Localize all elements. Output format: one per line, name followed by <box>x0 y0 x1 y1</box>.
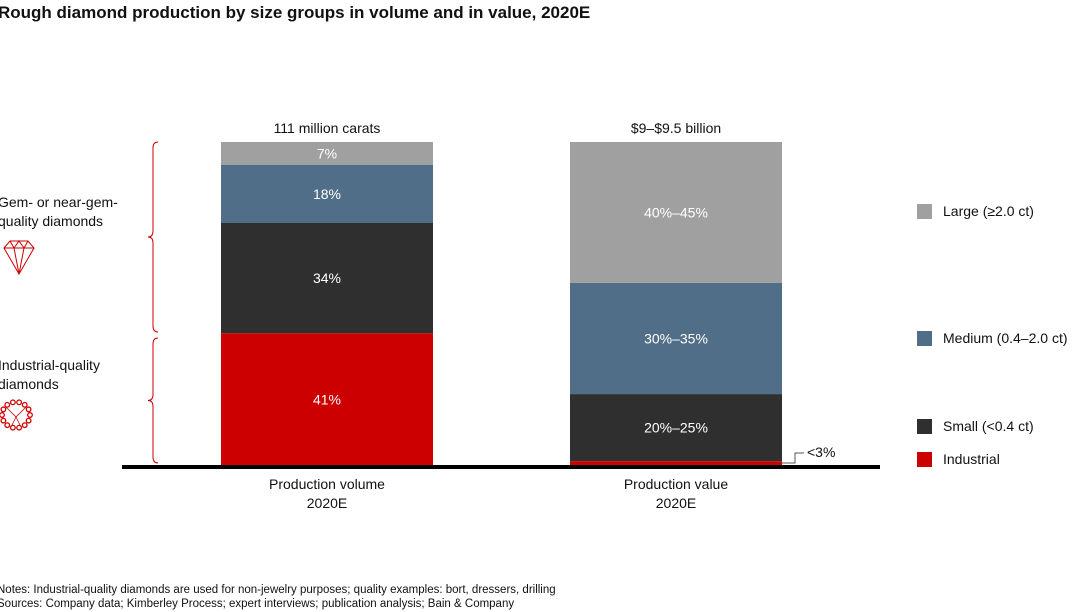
gem-group-brace <box>147 141 159 333</box>
category-label: 2020E <box>656 495 696 511</box>
group-label-gem: Gem- or near-gem- quality diamonds <box>0 193 118 231</box>
industrial-diamond-icon <box>27 412 33 418</box>
sources-line: Sources: Company data; Kimberley Process… <box>0 598 515 610</box>
data-label: 7% <box>317 145 337 161</box>
data-label: 34% <box>313 270 341 286</box>
group-label-line: diamonds <box>0 376 59 392</box>
legend-label: Large (≥2.0 ct) <box>943 203 1034 219</box>
group-label-line: Industrial-quality <box>0 357 100 373</box>
legend-label: Industrial <box>943 451 1000 467</box>
category-label: Production volume <box>269 476 385 492</box>
industrial-diamond-icon <box>21 422 28 429</box>
legend-swatch-medium <box>917 331 932 346</box>
industrial-diamond-icon <box>0 412 5 418</box>
callout-label: <3% <box>807 444 835 460</box>
legend-swatch-industrial <box>917 452 932 467</box>
industrial-diamond-icon <box>16 424 23 431</box>
chart-title: Rough diamond production by size groups … <box>0 3 591 22</box>
industrial-diamond-icon <box>0 406 7 413</box>
industrial-diamond-icon <box>4 422 11 429</box>
industrial-diamond-icon <box>9 399 16 406</box>
bar-segment-large <box>221 142 433 165</box>
notes: Notes: Industrial-quality diamonds are u… <box>0 583 556 611</box>
data-label: 20%–25% <box>644 420 708 436</box>
data-label: 18% <box>313 186 341 202</box>
legend-swatch-small <box>917 419 932 434</box>
callout-line <box>782 452 804 464</box>
group-label-line: quality diamonds <box>0 213 104 229</box>
industrial-diamond-icon <box>9 424 16 431</box>
data-label: 40%–45% <box>644 204 708 220</box>
bar-segment-industrial <box>221 333 433 466</box>
bar-total-label: $9–$9.5 billion <box>631 120 721 136</box>
industrial-diamond-icon <box>0 417 7 424</box>
bar-segment-small <box>221 223 433 334</box>
legend-label: Small (<0.4 ct) <box>943 418 1034 434</box>
bar-total-label: 111 million carats <box>274 120 381 136</box>
industrial-diamond-icon <box>16 399 23 406</box>
category-label: 2020E <box>307 495 347 511</box>
industrial-diamond-icon <box>25 406 32 413</box>
legend-label: Medium (0.4–2.0 ct) <box>943 330 1068 346</box>
legend-swatch-large <box>917 204 932 219</box>
bar-segment-large <box>570 142 782 283</box>
bar-segment-industrial <box>570 461 782 466</box>
bar-segment-medium <box>221 164 433 223</box>
industrial-diamond-icon <box>5 406 27 428</box>
data-label: 41% <box>313 392 341 408</box>
bar-segment-small <box>570 394 782 462</box>
industrial-diamond-icon <box>25 417 32 424</box>
bar-segment-medium <box>570 282 782 395</box>
category-label: Production value <box>624 476 729 492</box>
industrial-diamond-icon <box>21 401 28 408</box>
industrial-diamond-icon <box>4 401 11 408</box>
data-label: 30%–35% <box>644 331 708 347</box>
group-label-industrial: Industrial-quality diamonds <box>0 356 100 394</box>
industrial-group-brace <box>147 337 159 464</box>
group-label-line: Gem- or near-gem- <box>0 194 118 210</box>
gem-diamond-icon <box>3 240 35 276</box>
notes-line: Notes: Industrial-quality diamonds are u… <box>0 584 556 596</box>
